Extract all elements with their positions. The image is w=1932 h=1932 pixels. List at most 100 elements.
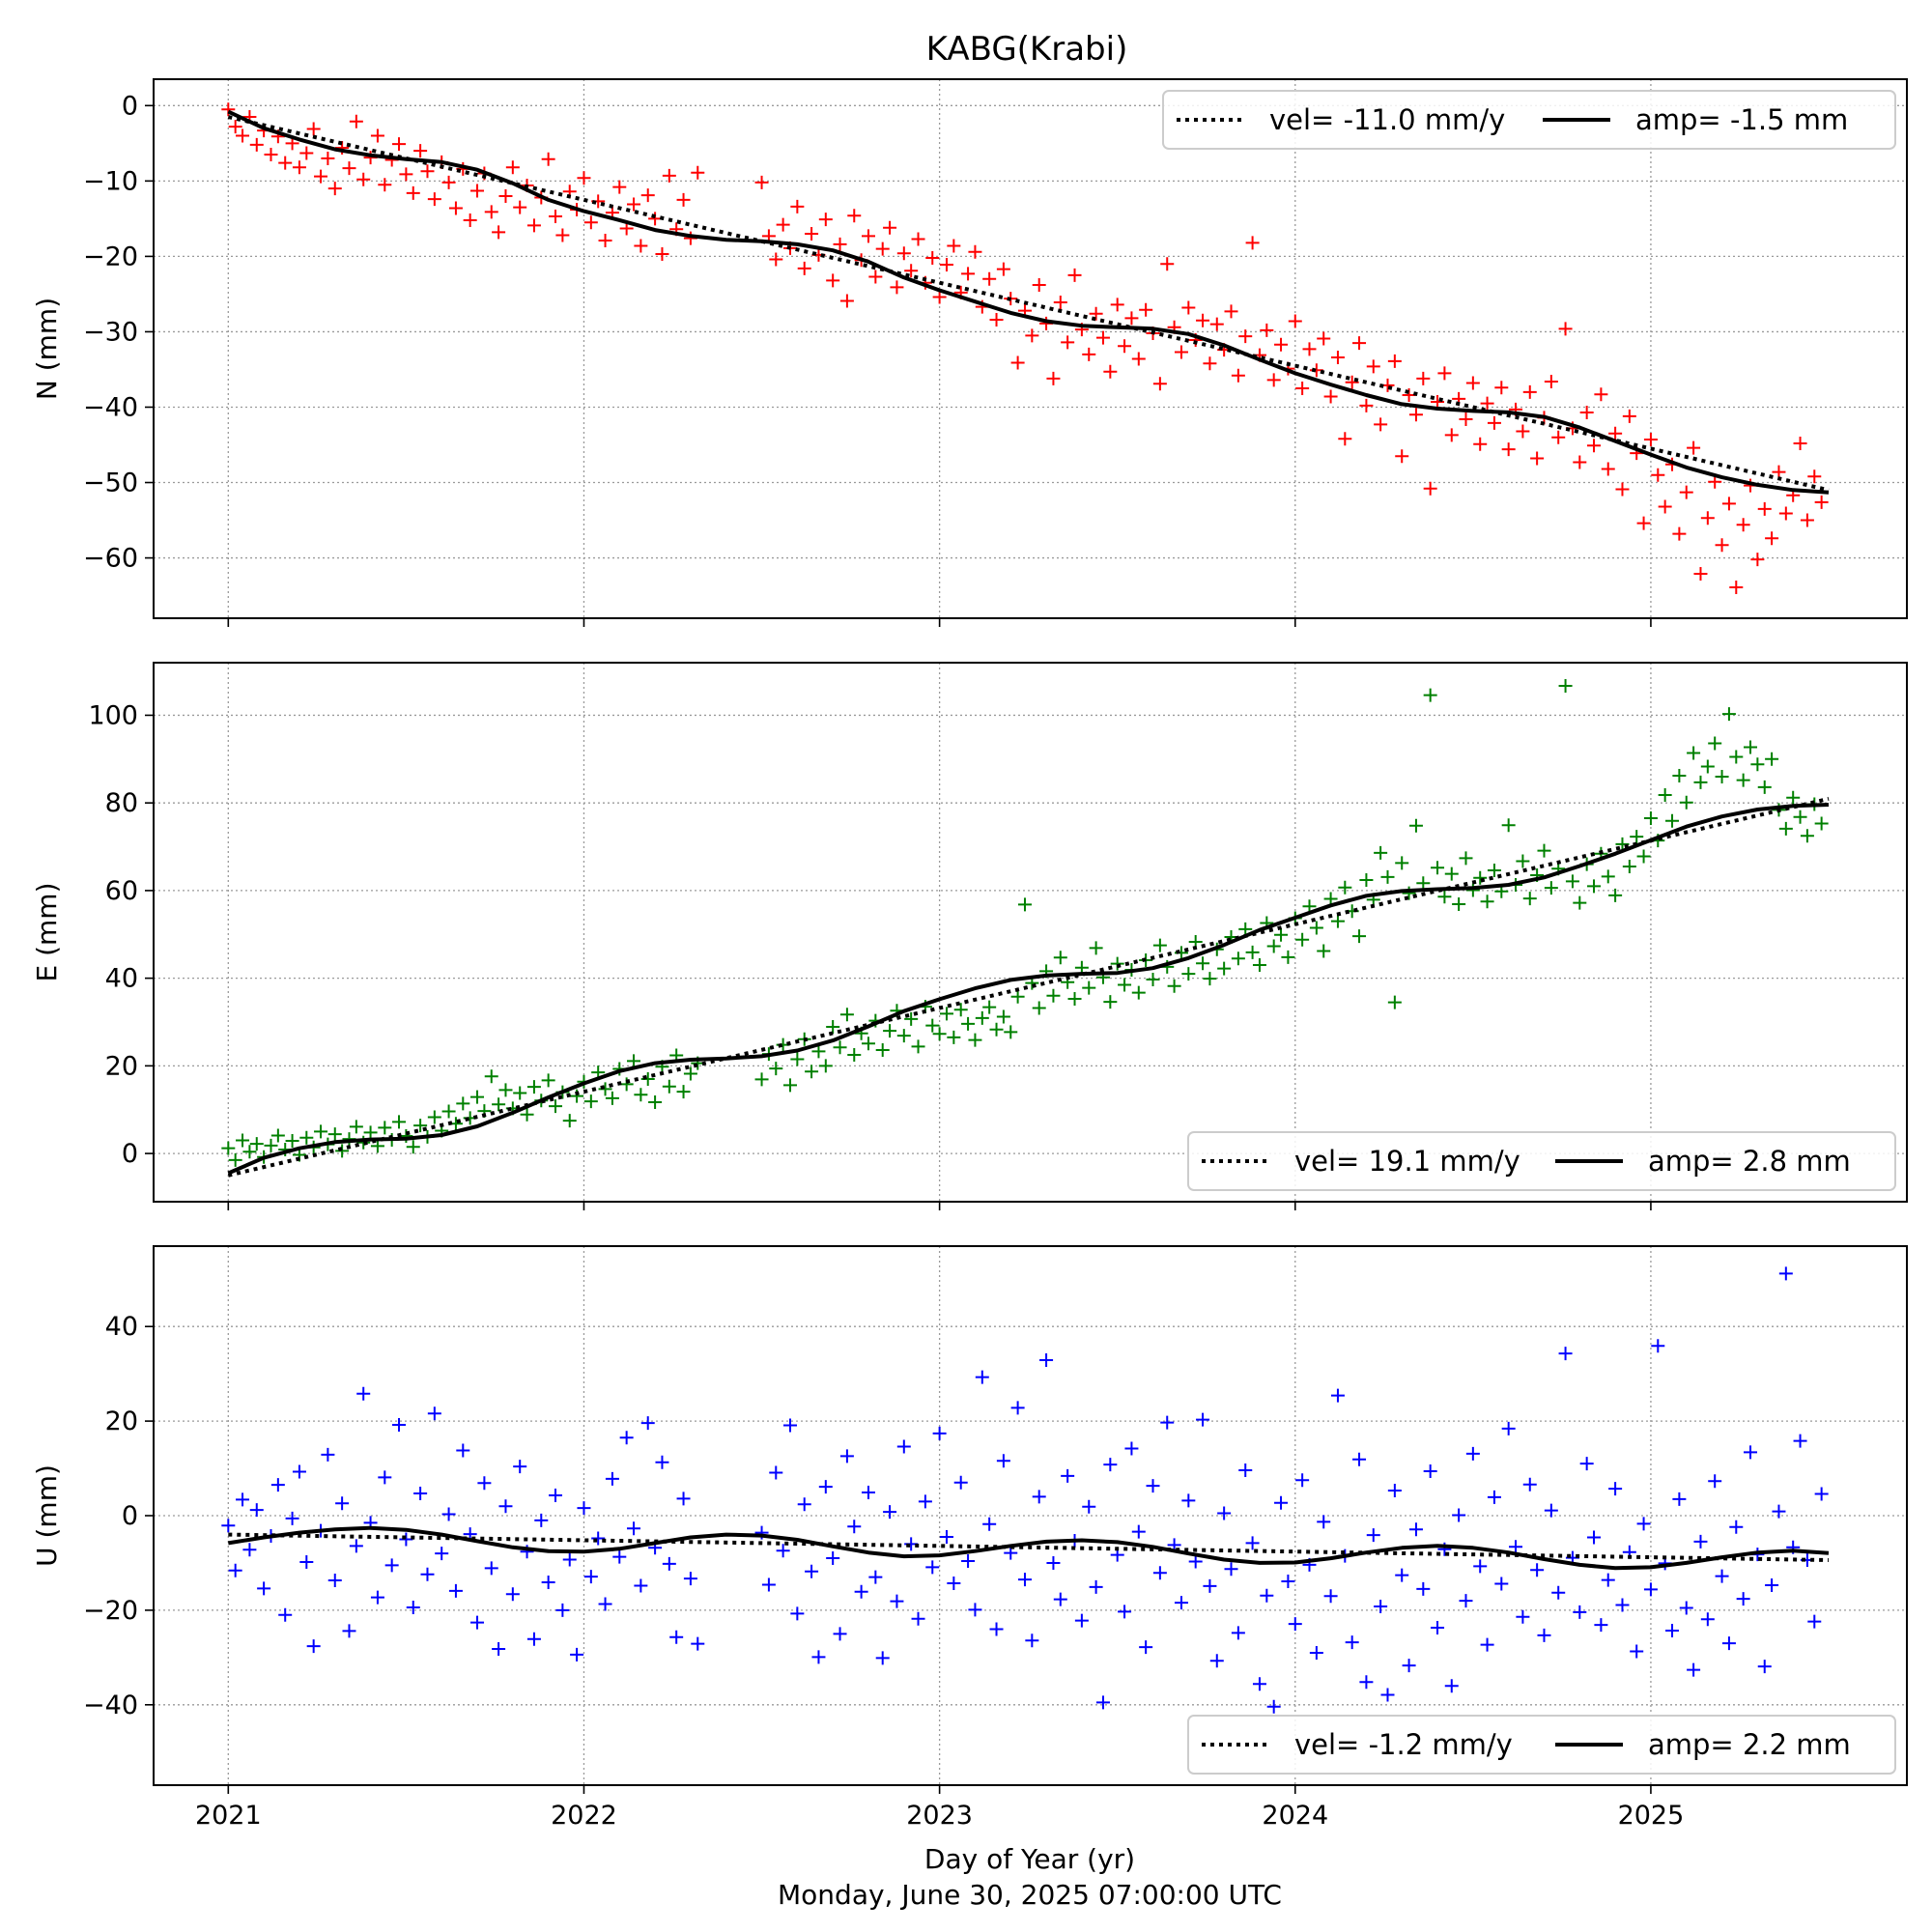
data-point xyxy=(1131,985,1146,1000)
data-point xyxy=(1338,880,1352,895)
legend-box xyxy=(1187,1715,1896,1775)
data-point xyxy=(1522,1477,1537,1492)
data-point xyxy=(1260,1588,1274,1603)
data-point xyxy=(1338,432,1352,446)
data-point xyxy=(242,1543,257,1557)
data-point xyxy=(833,237,847,251)
data-point xyxy=(847,1048,862,1063)
data-point xyxy=(1238,329,1253,344)
data-point xyxy=(1025,328,1039,343)
data-point xyxy=(1231,952,1245,966)
data-point xyxy=(370,1590,384,1605)
data-point xyxy=(1800,513,1814,527)
data-point xyxy=(1487,415,1501,430)
data-point xyxy=(1039,1352,1054,1367)
data-point xyxy=(413,1486,428,1500)
data-point xyxy=(278,156,293,170)
data-point xyxy=(1501,442,1516,457)
data-point xyxy=(1317,944,1331,958)
data-point xyxy=(1061,1468,1075,1483)
y-axis-label-up: U (mm) xyxy=(31,1464,63,1567)
data-point xyxy=(818,1480,833,1494)
data-point xyxy=(1444,867,1459,881)
legend-box xyxy=(1187,1131,1896,1191)
data-point xyxy=(896,246,911,261)
data-point xyxy=(427,192,441,207)
data-point xyxy=(861,1486,875,1500)
data-point xyxy=(526,218,541,233)
data-points-east xyxy=(221,679,1829,1167)
data-point xyxy=(896,1439,911,1454)
data-point xyxy=(1672,526,1687,541)
data-point xyxy=(911,1611,925,1626)
y-tick-label: 40 xyxy=(105,964,138,994)
data-point xyxy=(754,1072,769,1087)
data-point xyxy=(1352,929,1367,944)
data-point xyxy=(1708,1474,1722,1489)
data-point xyxy=(1295,1473,1310,1488)
data-point xyxy=(327,1127,342,1142)
data-point xyxy=(221,1519,236,1533)
data-point xyxy=(1558,1347,1573,1361)
data-point xyxy=(1516,854,1530,868)
data-point xyxy=(1423,688,1437,702)
data-point xyxy=(1181,967,1196,981)
data-point xyxy=(1765,531,1779,546)
data-point xyxy=(327,182,342,196)
data-point xyxy=(1124,1441,1139,1456)
data-point xyxy=(669,1630,684,1644)
x-tick-label: 2025 xyxy=(1618,1801,1685,1831)
data-point xyxy=(612,180,627,194)
data-point xyxy=(1757,501,1772,516)
data-point xyxy=(1494,381,1509,395)
data-point xyxy=(1330,350,1345,364)
data-point xyxy=(1103,1458,1118,1472)
data-point xyxy=(228,1563,242,1577)
data-point xyxy=(1679,485,1693,499)
data-point xyxy=(1110,298,1124,312)
data-point xyxy=(1323,1589,1338,1604)
data-point xyxy=(839,1449,854,1463)
data-point xyxy=(1473,1559,1488,1574)
data-point xyxy=(1209,317,1224,331)
data-point xyxy=(896,1029,911,1043)
data-point xyxy=(975,1010,989,1025)
data-point xyxy=(1089,1579,1103,1594)
data-point xyxy=(1715,1569,1729,1583)
data-point xyxy=(961,1553,976,1568)
data-point xyxy=(1010,355,1025,370)
data-point xyxy=(1551,430,1566,444)
y-tick-label: −40 xyxy=(83,392,138,422)
data-point xyxy=(1302,342,1317,356)
data-point xyxy=(676,1085,691,1099)
data-point xyxy=(1188,1554,1203,1569)
data-point xyxy=(1807,1614,1822,1629)
data-point xyxy=(541,1576,555,1590)
x-tick-label: 2022 xyxy=(551,1801,617,1831)
data-point xyxy=(534,1513,549,1527)
data-point xyxy=(1309,921,1323,935)
data-point xyxy=(1765,1577,1779,1592)
data-point xyxy=(413,144,428,158)
data-point xyxy=(1672,1492,1687,1506)
grid-north xyxy=(154,79,1907,618)
data-point xyxy=(448,1583,463,1598)
data-point xyxy=(1295,932,1310,947)
data-point xyxy=(662,1556,676,1571)
data-point xyxy=(1814,816,1829,831)
data-point xyxy=(1387,354,1402,368)
data-point xyxy=(384,1558,399,1573)
data-point xyxy=(868,270,883,284)
data-point xyxy=(1082,1499,1096,1514)
data-point xyxy=(456,1443,470,1458)
data-point xyxy=(1374,1599,1388,1613)
data-point xyxy=(782,1418,797,1433)
legend-label: vel= -1.2 mm/y xyxy=(1294,1728,1513,1761)
data-point xyxy=(619,1431,634,1445)
data-point xyxy=(1266,939,1281,953)
data-point xyxy=(932,1027,947,1041)
data-point xyxy=(1374,417,1388,432)
data-point xyxy=(805,1065,819,1079)
data-point xyxy=(1473,437,1488,451)
data-point xyxy=(1579,1457,1594,1471)
